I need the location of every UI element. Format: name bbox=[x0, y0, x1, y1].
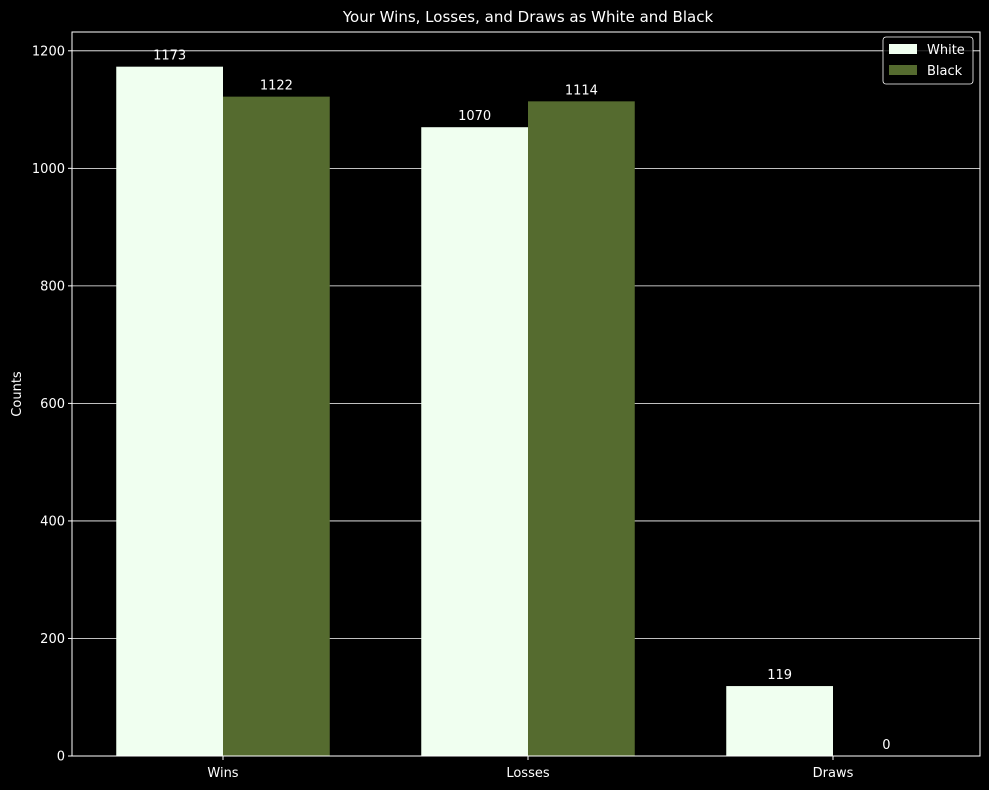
y-tick-label: 400 bbox=[40, 514, 65, 529]
legend: White Black bbox=[882, 36, 974, 85]
bar-black-losses bbox=[528, 101, 635, 756]
data-label-black-draws: 0 bbox=[882, 738, 890, 753]
y-tick-label: 800 bbox=[40, 279, 65, 294]
x-tick-label-wins: Wins bbox=[207, 766, 238, 781]
x-axis: Wins Losses Draws bbox=[207, 756, 854, 781]
legend-label-white: White bbox=[927, 43, 965, 58]
y-tick-label: 0 bbox=[57, 750, 65, 765]
data-label-white-draws: 119 bbox=[767, 668, 792, 683]
chart-title: Your Wins, Losses, and Draws as White an… bbox=[342, 8, 714, 26]
y-axis-label: Counts bbox=[10, 371, 25, 417]
data-label-black-losses: 1114 bbox=[565, 83, 598, 98]
data-label-white-losses: 1070 bbox=[458, 109, 491, 124]
y-tick-label: 1000 bbox=[32, 162, 65, 177]
bar-white-losses bbox=[421, 127, 528, 757]
legend-swatch-black bbox=[889, 65, 917, 75]
bar-white-draws bbox=[726, 686, 833, 756]
bars bbox=[116, 66, 833, 757]
bar-black-wins bbox=[223, 96, 330, 756]
data-label-white-wins: 1173 bbox=[153, 49, 186, 64]
legend-label-black: Black bbox=[927, 64, 963, 79]
data-label-black-wins: 1122 bbox=[260, 79, 293, 94]
y-tick-label: 1200 bbox=[32, 44, 65, 59]
plot-frame bbox=[71, 31, 981, 757]
y-axis: 0 200 400 600 800 1000 1200 bbox=[32, 44, 72, 765]
data-labels: 1173 1070 119 1122 1114 0 bbox=[153, 49, 890, 753]
x-tick-label-draws: Draws bbox=[813, 766, 854, 781]
x-tick-label-losses: Losses bbox=[506, 766, 550, 781]
y-tick-label: 200 bbox=[40, 632, 65, 647]
legend-swatch-white bbox=[889, 44, 917, 54]
bar-white-wins bbox=[116, 66, 223, 757]
y-tick-label: 600 bbox=[40, 397, 65, 412]
